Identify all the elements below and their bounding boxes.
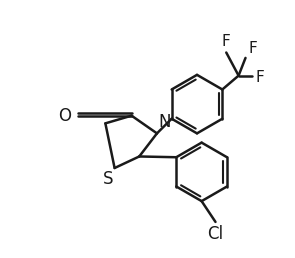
Text: S: S — [103, 170, 113, 188]
Text: F: F — [222, 34, 231, 50]
Text: F: F — [255, 70, 264, 85]
Text: F: F — [249, 41, 257, 56]
Text: Cl: Cl — [207, 225, 224, 243]
Text: N: N — [158, 113, 171, 131]
Text: O: O — [58, 107, 71, 125]
